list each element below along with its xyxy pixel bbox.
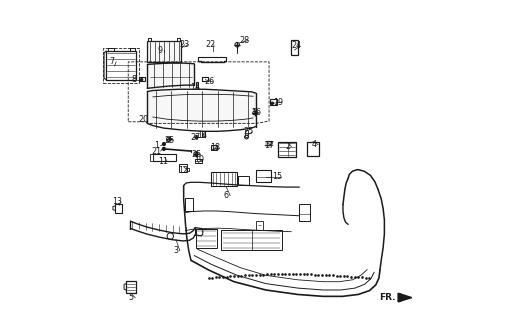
Text: 5: 5	[129, 293, 134, 302]
Text: 17: 17	[264, 141, 274, 150]
Polygon shape	[398, 293, 412, 302]
Text: 6: 6	[224, 191, 229, 200]
Text: 10: 10	[194, 155, 204, 164]
Bar	[256, 170, 271, 182]
Bar	[196, 229, 217, 248]
Bar	[103, 49, 139, 83]
Bar	[185, 197, 193, 211]
Text: 24: 24	[291, 41, 301, 51]
Text: 15: 15	[272, 172, 282, 181]
Text: 8: 8	[131, 75, 136, 84]
Bar	[238, 176, 249, 186]
Text: 23: 23	[180, 40, 189, 49]
Bar	[116, 204, 122, 212]
Bar	[211, 172, 237, 186]
Bar	[126, 281, 136, 293]
Text: 26: 26	[204, 77, 214, 86]
Text: 18: 18	[211, 143, 221, 152]
Text: 4: 4	[312, 140, 317, 149]
Text: 7: 7	[110, 57, 115, 66]
Circle shape	[162, 142, 166, 146]
Bar	[291, 40, 298, 55]
Text: 13: 13	[112, 197, 122, 206]
Bar	[270, 100, 277, 105]
Bar	[307, 142, 319, 156]
Bar	[221, 230, 282, 250]
Text: 16: 16	[251, 108, 261, 117]
Bar	[299, 204, 310, 220]
Text: FR.: FR.	[379, 293, 396, 302]
Text: 14: 14	[190, 83, 200, 92]
Circle shape	[271, 102, 274, 105]
Circle shape	[162, 147, 166, 150]
Bar	[149, 154, 154, 161]
Text: 12: 12	[178, 166, 188, 175]
Text: 25: 25	[243, 127, 253, 136]
Text: 27: 27	[190, 132, 200, 141]
Bar	[179, 164, 187, 172]
Bar	[195, 159, 202, 163]
Text: 20: 20	[138, 115, 148, 124]
Text: 9: 9	[158, 45, 162, 55]
Text: 19: 19	[273, 98, 283, 107]
Bar	[211, 145, 217, 150]
Bar	[245, 130, 248, 137]
Text: 25: 25	[192, 150, 201, 159]
Bar	[153, 154, 176, 161]
Circle shape	[140, 78, 143, 81]
Bar	[278, 141, 296, 157]
Bar	[147, 41, 181, 62]
Text: 22: 22	[205, 40, 215, 49]
Text: 3: 3	[173, 246, 179, 255]
Text: 11: 11	[158, 157, 168, 166]
Text: 1: 1	[155, 141, 159, 150]
Bar	[139, 76, 145, 81]
Text: 28: 28	[239, 36, 249, 45]
Text: 14: 14	[197, 131, 207, 140]
Bar	[106, 51, 136, 80]
Text: 25: 25	[165, 136, 175, 145]
Text: 2: 2	[285, 142, 290, 151]
Polygon shape	[266, 142, 271, 145]
Text: 21: 21	[152, 147, 162, 156]
